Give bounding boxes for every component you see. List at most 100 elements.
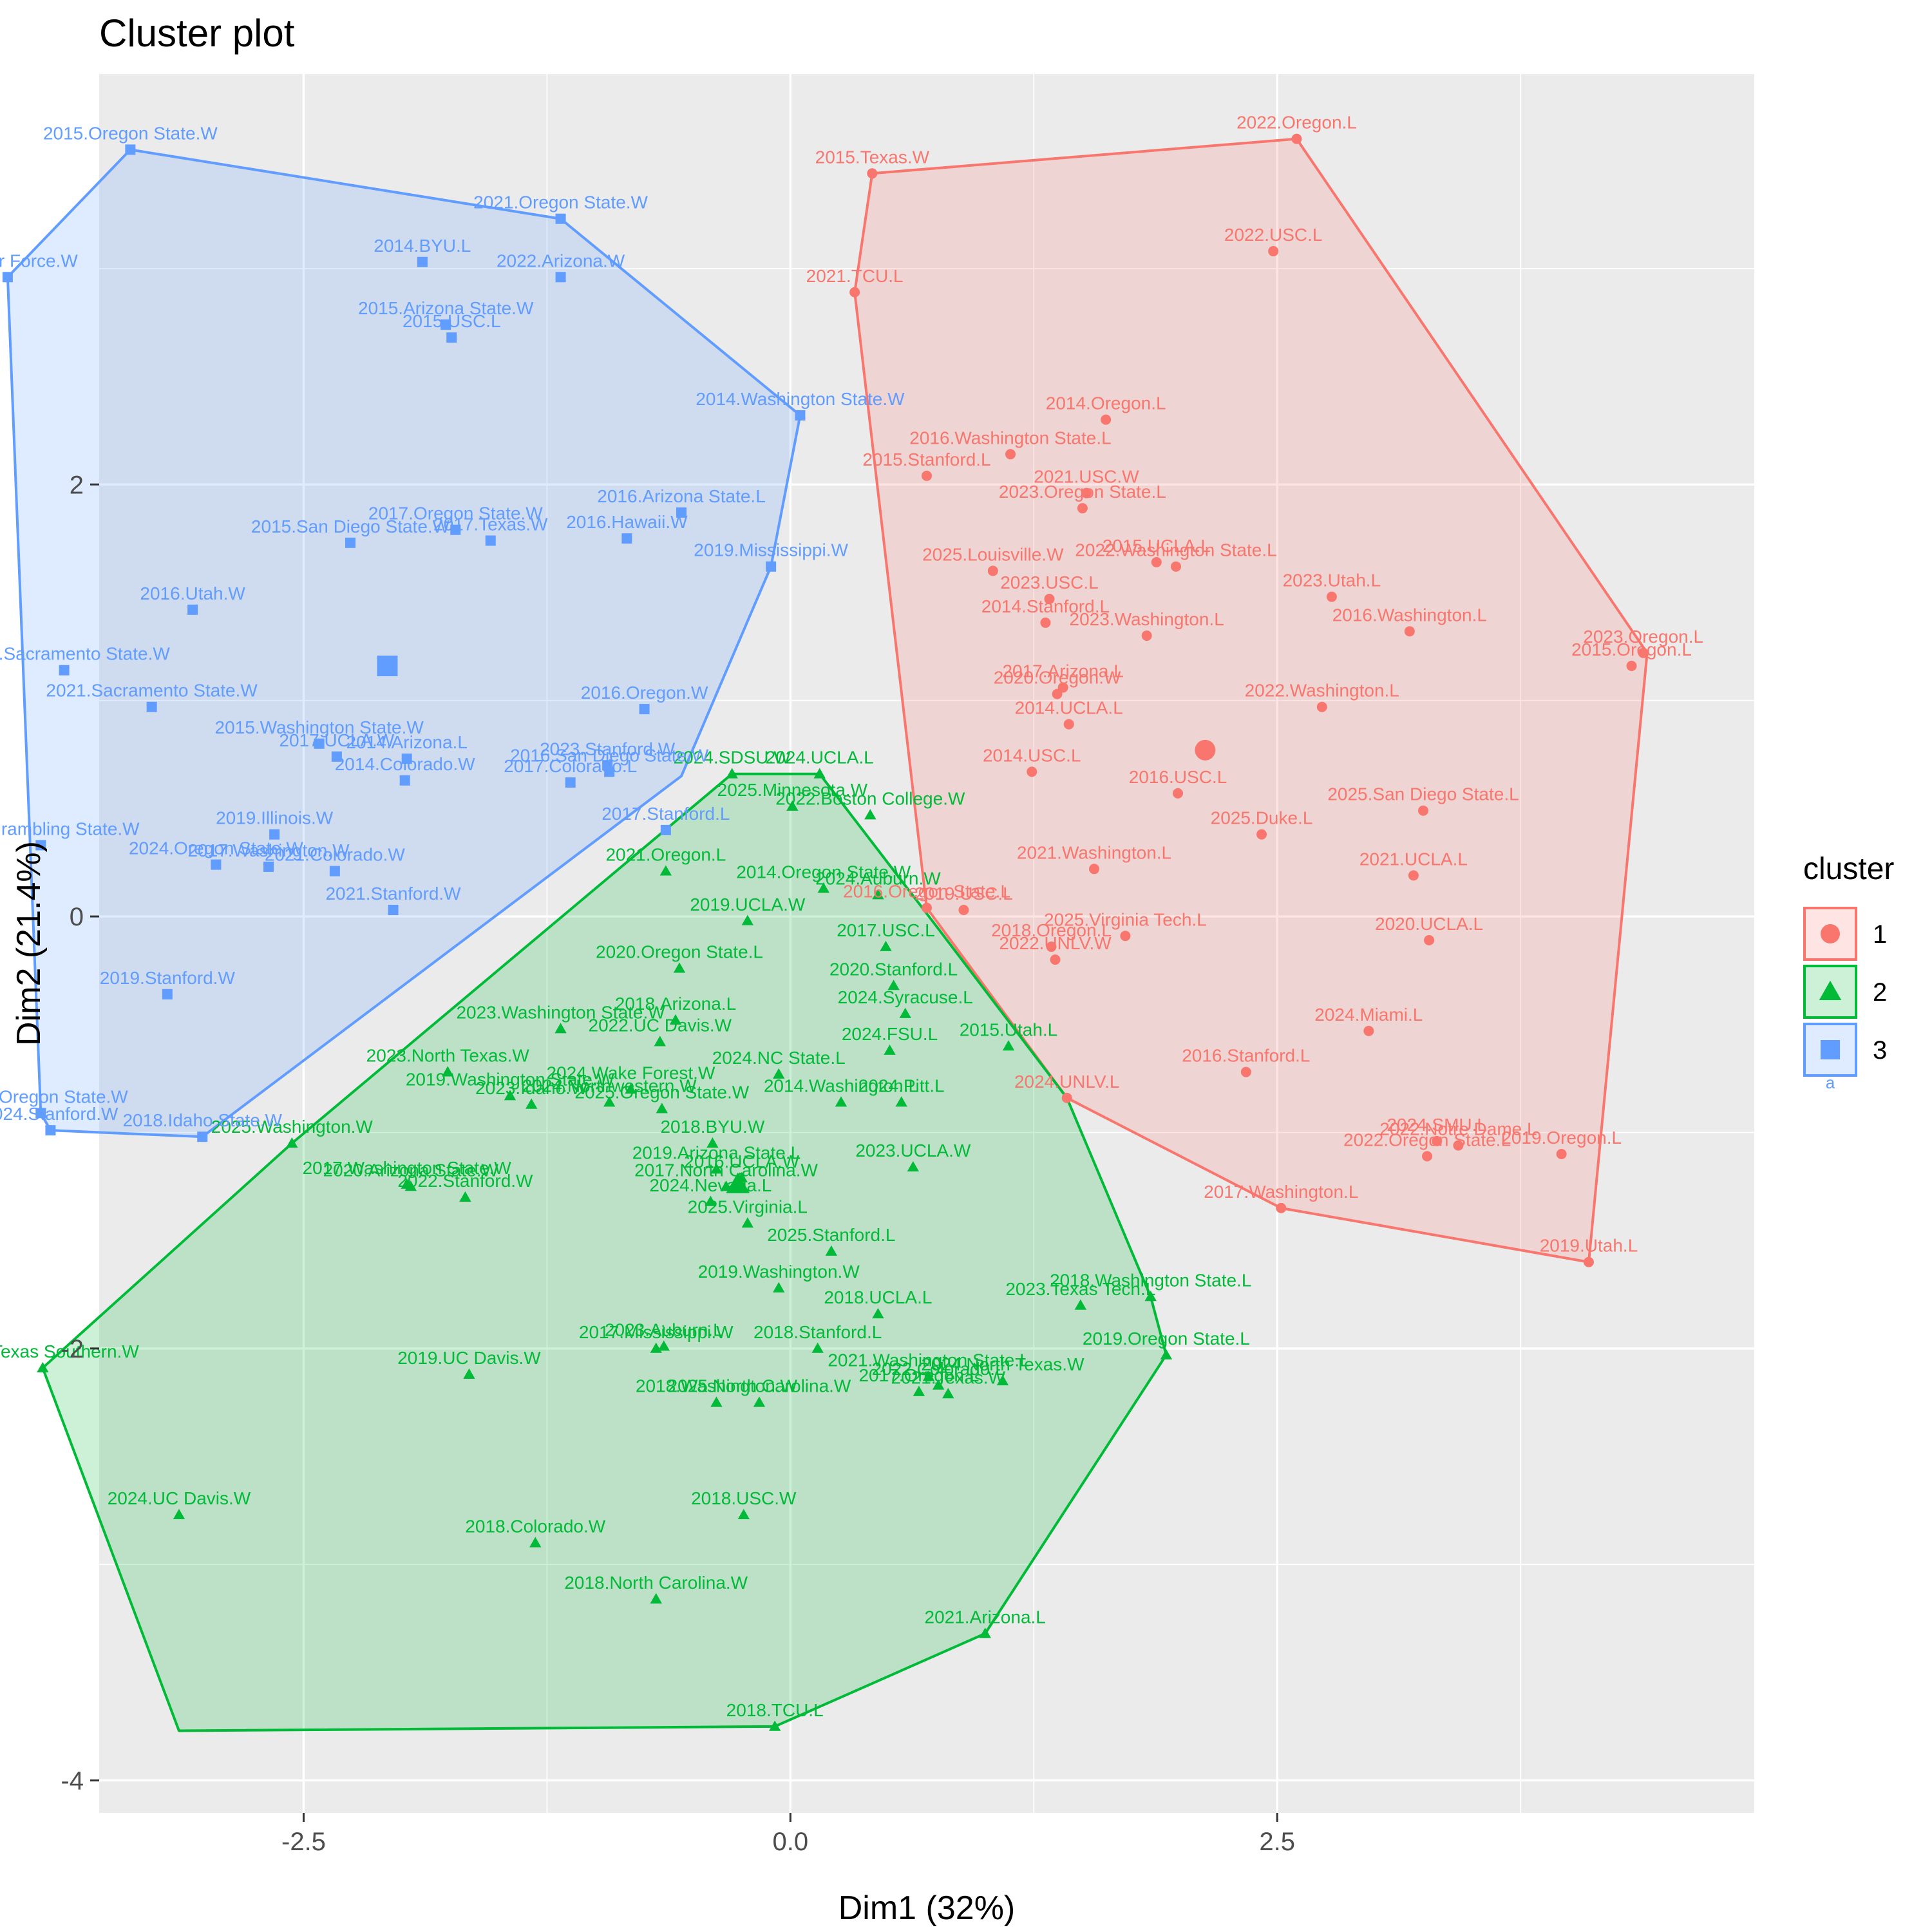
point-label: 2024.UCLA.L xyxy=(766,748,874,768)
cluster-3-point xyxy=(269,829,280,840)
point-label: 2018.Idaho State.W xyxy=(122,1110,282,1130)
axis-ticks: -2.5 0.0 2.5 -4 -2 0 2 xyxy=(61,471,1295,1856)
point-label: 2024.UC Davis.W xyxy=(108,1488,251,1508)
point-label: 2023.Stanford.W xyxy=(540,739,676,759)
cluster-2-point xyxy=(526,1098,538,1109)
y-tick-label: -4 xyxy=(61,1767,84,1795)
point-label: 2025.Duke.L xyxy=(1211,808,1313,828)
cluster-2-point xyxy=(913,1385,925,1396)
cluster-2-point xyxy=(286,1137,298,1148)
cluster-1-point xyxy=(1240,1066,1251,1077)
point-label: 2024.NC State.L xyxy=(712,1048,846,1068)
point-label: 2014.Sacramento State.W xyxy=(0,644,170,664)
point-label: 2017.UCLA.W xyxy=(279,730,395,750)
point-label: 2023.Auburn.L xyxy=(605,1320,723,1340)
point-label: 2016.San Diego State.W xyxy=(510,745,709,765)
cluster-2-point xyxy=(669,1014,682,1025)
cluster-1-point xyxy=(1256,829,1267,840)
cluster-2-point xyxy=(864,809,876,820)
point-label: 2014.USC.L xyxy=(983,745,1081,765)
point-label: 2024.Nevada.L xyxy=(649,1175,772,1195)
point-label: 2021.Stanford.W xyxy=(325,884,461,904)
cluster-2-point xyxy=(825,1245,838,1256)
point-label: 2019.USC.L xyxy=(914,884,1013,904)
point-label: 2018.BYU.W xyxy=(660,1117,764,1137)
plot-panel xyxy=(99,74,1754,1813)
point-label: 2017.Texas.W xyxy=(433,514,548,534)
point-label: 2015.Arizona State.W xyxy=(358,298,534,318)
point-label: 2022.Washington.L xyxy=(1245,681,1399,701)
point-label: 2017.Colorado.L xyxy=(504,756,637,776)
point-label: 2017.Washington.L xyxy=(1204,1182,1358,1202)
point-label: 2016.UCLA.W xyxy=(684,1151,800,1171)
point-label: 2019.Washington.W xyxy=(698,1262,860,1282)
point-label: 2022.Arizona.W xyxy=(497,251,625,270)
cluster-3-point xyxy=(446,332,457,343)
legend-symbol-2 xyxy=(1819,980,1842,1000)
point-label: 2024.North Texas.W xyxy=(921,1354,1084,1374)
cluster-2-point xyxy=(813,768,826,779)
point-label: 2018.Oregon.L xyxy=(991,920,1112,940)
legend-note: a xyxy=(1826,1073,1835,1092)
cluster-1-point xyxy=(1418,805,1428,816)
point-label: 2024.Auburn.W xyxy=(815,869,941,889)
cluster-1-point xyxy=(1432,1135,1443,1146)
point-label: 2014.Oregon State.W xyxy=(736,862,911,882)
cluster-2-point xyxy=(741,1217,754,1228)
cluster-3-point xyxy=(555,272,566,283)
cluster-2-point xyxy=(872,1308,884,1319)
point-label: 2015.Utah.L xyxy=(960,1019,1058,1039)
point-label: 2017.North Carolina.W xyxy=(634,1160,818,1180)
point-label: 2014.Arizona.L xyxy=(346,732,468,752)
cluster-1-point xyxy=(1120,931,1131,942)
cluster-2-point xyxy=(459,1191,471,1202)
legend-label: 2 xyxy=(1873,978,1887,1007)
point-label: 2020.Oregon.W xyxy=(994,668,1121,688)
cluster-1-point xyxy=(1171,561,1182,572)
cluster-1-point xyxy=(867,168,878,179)
point-label: 2018.USC.W xyxy=(691,1488,797,1508)
point-label: 2018.UCLA.L xyxy=(824,1287,932,1307)
cluster-3-point xyxy=(417,256,428,267)
point-label: 2015.UCLA.L xyxy=(1103,536,1211,556)
legend-label: 3 xyxy=(1873,1036,1887,1065)
point-label: 2015.USC.L xyxy=(402,311,501,331)
cluster-3-point xyxy=(314,738,325,749)
cluster-1-point xyxy=(1408,870,1419,881)
cluster-3-point xyxy=(388,905,399,916)
point-label: 2015.Washington State.W xyxy=(215,717,424,737)
point-label: 2022.Oregon State.L xyxy=(1343,1130,1511,1150)
minor-grid xyxy=(99,74,1754,1813)
point-label: 2016.Washington State.L xyxy=(909,428,1111,448)
point-label: 2017.Mississippi.W xyxy=(579,1322,734,1342)
cluster-2-point xyxy=(463,1368,475,1379)
cluster-3-point xyxy=(639,704,650,715)
point-label: 2025.Oregon State.W xyxy=(574,1083,749,1103)
cluster-2-point xyxy=(554,1023,567,1034)
cluster-2-point xyxy=(880,940,892,951)
cluster-1-point xyxy=(1027,766,1037,777)
cluster-1-point xyxy=(1424,934,1435,945)
point-label: 2023.Washington State.W xyxy=(456,1002,665,1022)
cluster-1-point xyxy=(1044,594,1055,605)
cluster-1-point xyxy=(1404,626,1415,637)
point-label: 2021.Texas.W xyxy=(891,1367,1006,1387)
point-label: 2021.Colorado.W xyxy=(265,845,405,865)
point-label: 2025.Stanford.L xyxy=(767,1225,895,1245)
cluster-1-point xyxy=(1363,1025,1374,1036)
point-label: 2024.Miami.L xyxy=(1314,1005,1423,1025)
point-label: 2022.Oregon.L xyxy=(1236,113,1357,133)
cluster-2-point xyxy=(899,1007,911,1018)
cluster-2-point xyxy=(710,1396,723,1407)
cluster-3-point xyxy=(401,753,412,764)
legend-title: cluster xyxy=(1803,852,1894,886)
cluster-2-point xyxy=(504,1090,516,1101)
legend: cluster 1 2 3 a xyxy=(1803,852,1894,1092)
point-label: 2022.UC Davis.W xyxy=(589,1016,732,1036)
point-label: 2019.Washington State.W xyxy=(406,1069,615,1089)
point-label: 2014.BYU.L xyxy=(374,236,471,256)
point-label: 2018.TCU.L xyxy=(726,1700,824,1720)
point-label: 2024.Oregon State.W xyxy=(129,838,303,858)
point-label: 2014.Colorado.W xyxy=(335,754,475,774)
